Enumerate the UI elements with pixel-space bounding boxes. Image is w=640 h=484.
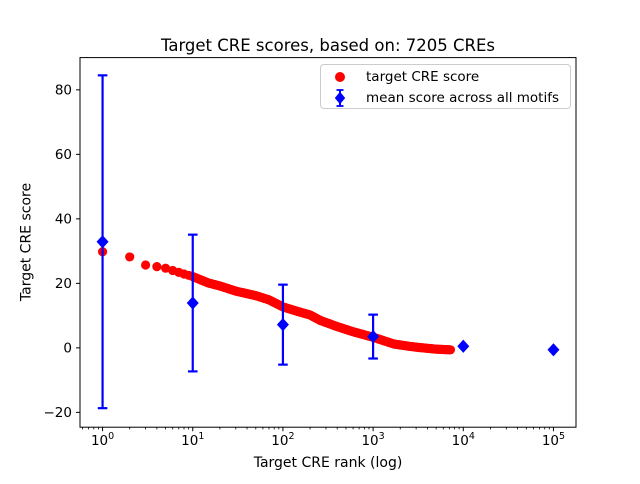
x-tick-label: 103 (361, 431, 384, 449)
chart-title: Target CRE scores, based on: 7205 CREs (160, 36, 496, 55)
y-tick-label: −20 (44, 405, 73, 421)
legend: target CRE score mean score across all m… (320, 64, 571, 109)
red-circle-marker-icon (321, 71, 359, 82)
y-tick-label: 20 (55, 276, 72, 292)
target-point (152, 261, 162, 272)
x-axis-label: Target CRE rank (log) (253, 455, 403, 471)
blue-diamond-errorbar-marker-icon (321, 88, 359, 108)
mean-point (547, 343, 560, 357)
y-axis-label: Target CRE score (18, 182, 35, 302)
target-point (445, 345, 456, 355)
y-tick-label: 60 (55, 147, 72, 163)
legend-label-mean: mean score across all motifs (366, 89, 560, 106)
mean-point (186, 296, 199, 310)
y-tick-label: 0 (63, 341, 72, 357)
mean-score-series (96, 74, 560, 410)
target-score-series (97, 247, 456, 355)
x-tick-label: 102 (271, 431, 294, 449)
legend-entry-target: target CRE score (321, 66, 570, 87)
y-axis: −20 0 20 40 60 80 (44, 83, 80, 421)
y-tick-label: 40 (55, 212, 72, 228)
x-tick-label: 100 (91, 431, 114, 449)
x-tick-label: 105 (542, 431, 565, 449)
target-point (160, 263, 171, 273)
mean-point (96, 235, 109, 249)
legend-label-target: target CRE score (366, 68, 480, 85)
y-tick-label: 80 (55, 83, 72, 99)
mean-point (457, 339, 470, 353)
legend-entry-mean: mean score across all motifs (321, 87, 570, 108)
mean-point (367, 329, 380, 344)
x-axis: 100 101 102 103 104 105 (82, 427, 565, 449)
target-point (125, 252, 135, 262)
plot-border (79, 57, 577, 428)
target-point (140, 260, 151, 270)
x-tick-label: 104 (452, 431, 475, 449)
mean-point (276, 318, 289, 332)
x-tick-label: 101 (181, 431, 204, 449)
